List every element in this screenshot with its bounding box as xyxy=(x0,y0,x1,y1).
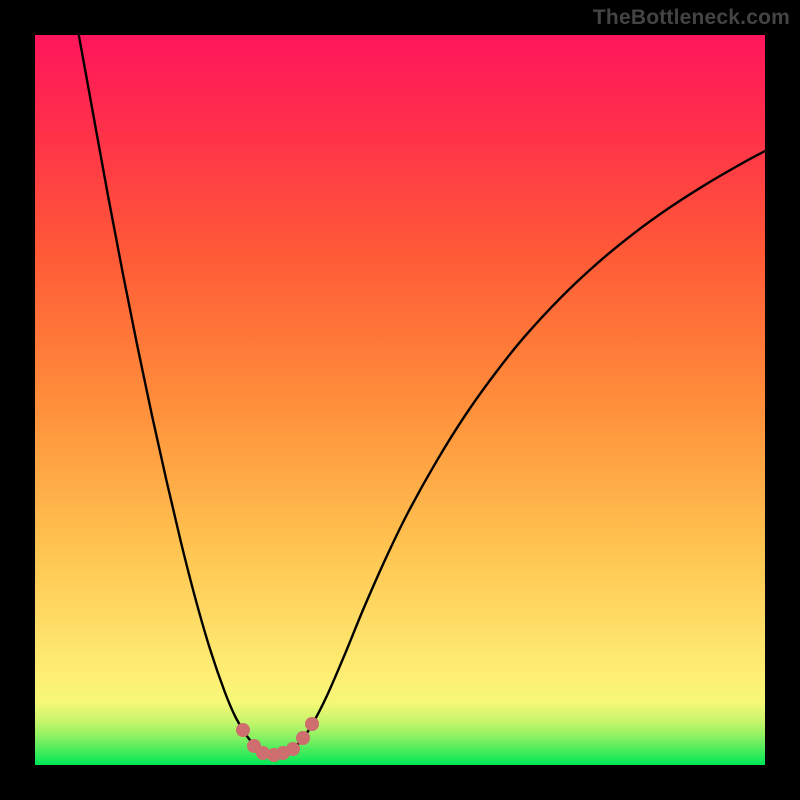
chart-canvas: TheBottleneck.com xyxy=(0,0,800,800)
curve-marker xyxy=(305,717,319,731)
curve-marker xyxy=(286,742,300,756)
curve-layer xyxy=(35,35,765,765)
bottleneck-curve xyxy=(79,35,765,755)
curve-marker xyxy=(236,723,250,737)
curve-marker xyxy=(296,731,310,745)
watermark-text: TheBottleneck.com xyxy=(593,6,790,30)
plot-area xyxy=(35,35,765,765)
